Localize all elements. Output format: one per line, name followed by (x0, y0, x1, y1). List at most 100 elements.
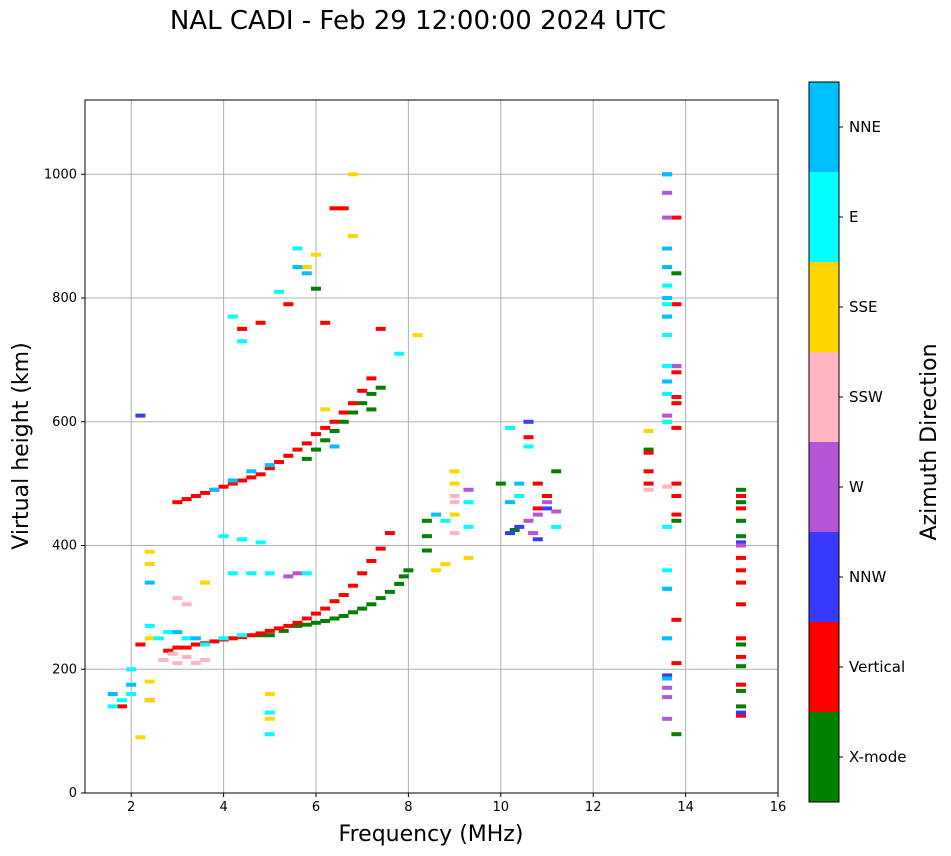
x-tick-label: 6 (312, 800, 320, 815)
echo-point-nnw (514, 524, 525, 529)
echo-point-sse (144, 698, 155, 703)
echo-point-e (292, 246, 303, 251)
echo-point-x-mode (671, 518, 682, 523)
echo-point-sse (463, 555, 474, 560)
echo-point-ssw (190, 661, 201, 666)
y-axis-label: Virtual height (km) (9, 342, 34, 549)
echo-point-e (237, 339, 248, 344)
echo-point-vertical (736, 636, 746, 641)
x-axis-label: Frequency (MHz) (339, 822, 524, 847)
echo-point-vertical (671, 370, 682, 375)
echo-point-x-mode (357, 606, 368, 611)
echo-point-ssw (449, 500, 460, 505)
echo-point-vertical (384, 531, 395, 536)
plot-frame (84, 99, 779, 794)
echo-point-vertical (292, 447, 303, 452)
echo-point-x-mode (338, 614, 349, 618)
echo-point-vertical (227, 636, 238, 641)
echo-point-sse (643, 429, 654, 433)
echo-point-sse (144, 636, 155, 641)
echo-point-vertical (237, 478, 248, 483)
colorbar-tick-label: E (849, 208, 858, 226)
echo-point-vertical (643, 481, 654, 486)
echo-point-x-mode (736, 704, 746, 709)
echo-point-w (542, 500, 552, 505)
echo-point-nne (662, 379, 673, 384)
echo-point-vertical (671, 395, 682, 399)
echo-point-vertical (311, 432, 321, 437)
echo-point-vertical (163, 648, 174, 653)
echo-point-vertical (274, 626, 284, 631)
echo-point-x-mode (357, 401, 368, 406)
colorbar-tick-label: SSE (849, 298, 878, 316)
echo-point-e (126, 692, 137, 696)
colorbar-segment (809, 622, 839, 712)
echo-point-w (662, 695, 673, 700)
echo-point-e (394, 351, 405, 356)
echo-point-nne (662, 314, 673, 319)
colorbar-tick-label: Vertical (849, 658, 905, 676)
echo-point-vertical (190, 494, 201, 498)
echo-point-x-mode (551, 469, 562, 474)
echo-point-x-mode (375, 596, 386, 601)
echo-point-sse (264, 716, 275, 721)
echo-point-sse (449, 512, 460, 517)
echo-point-vertical (643, 450, 654, 455)
echo-point-vertical (736, 568, 746, 573)
colorbar-segment (809, 262, 839, 352)
echo-point-ssw (167, 651, 178, 656)
echo-point-nne (662, 636, 673, 641)
y-axis-ticks: 0 200 400 600 800 1000 (44, 167, 85, 801)
echo-point-vertical (329, 419, 340, 424)
echo-point-vertical (283, 302, 294, 307)
echo-point-w (662, 190, 673, 195)
echo-point-x-mode (311, 286, 321, 291)
echo-point-vertical (255, 472, 266, 477)
echo-point-nne (107, 692, 118, 696)
echo-point-vertical (736, 506, 746, 511)
echo-point-vertical (736, 555, 746, 560)
echo-point-vertical (274, 460, 284, 464)
colorbar-frame (808, 81, 840, 803)
echo-point-ssw (662, 484, 673, 489)
echo-point-vertical (736, 494, 746, 498)
echo-point-x-mode (301, 456, 312, 461)
echo-point-sse (348, 172, 358, 177)
echo-point-x-mode (643, 447, 654, 452)
echo-point-vertical (181, 497, 192, 502)
echo-point-ssw (172, 661, 183, 666)
echo-point-e (662, 419, 673, 424)
echo-point-nne (662, 586, 673, 591)
echo-point-ssw (449, 494, 460, 498)
echo-point-vertical (320, 425, 331, 430)
echo-point-vertical (172, 500, 183, 505)
echo-point-nne (301, 271, 312, 276)
colorbar-segment (809, 352, 839, 442)
echo-point-nne (209, 487, 220, 492)
echo-point-nne (227, 478, 238, 483)
echo-point-nne (172, 630, 183, 635)
echo-point-vertical (264, 466, 275, 471)
echo-point-vertical (292, 620, 303, 625)
echo-point-sse (431, 568, 442, 573)
echo-point-x-mode (301, 622, 312, 627)
y-tick-label: 600 (52, 415, 77, 430)
echo-point-e (163, 630, 174, 635)
echo-point-ssw (449, 531, 460, 536)
echo-point-e (117, 698, 127, 703)
echo-point-w (532, 512, 543, 517)
echo-point-nnw (523, 419, 534, 424)
echo-point-e (662, 568, 673, 573)
y-tick-label: 1000 (44, 167, 77, 182)
x-tick-label: 8 (404, 800, 412, 815)
colorbar-segment (809, 82, 839, 172)
echo-point-nne (662, 246, 673, 251)
echo-point-x-mode (329, 616, 340, 621)
echo-point-e (662, 302, 673, 307)
echo-point-ssw (172, 596, 183, 601)
echo-point-x-mode (736, 642, 746, 647)
echo-point-nne (292, 265, 303, 270)
echo-point-x-mode (421, 548, 432, 553)
echo-point-x-mode (366, 391, 377, 396)
